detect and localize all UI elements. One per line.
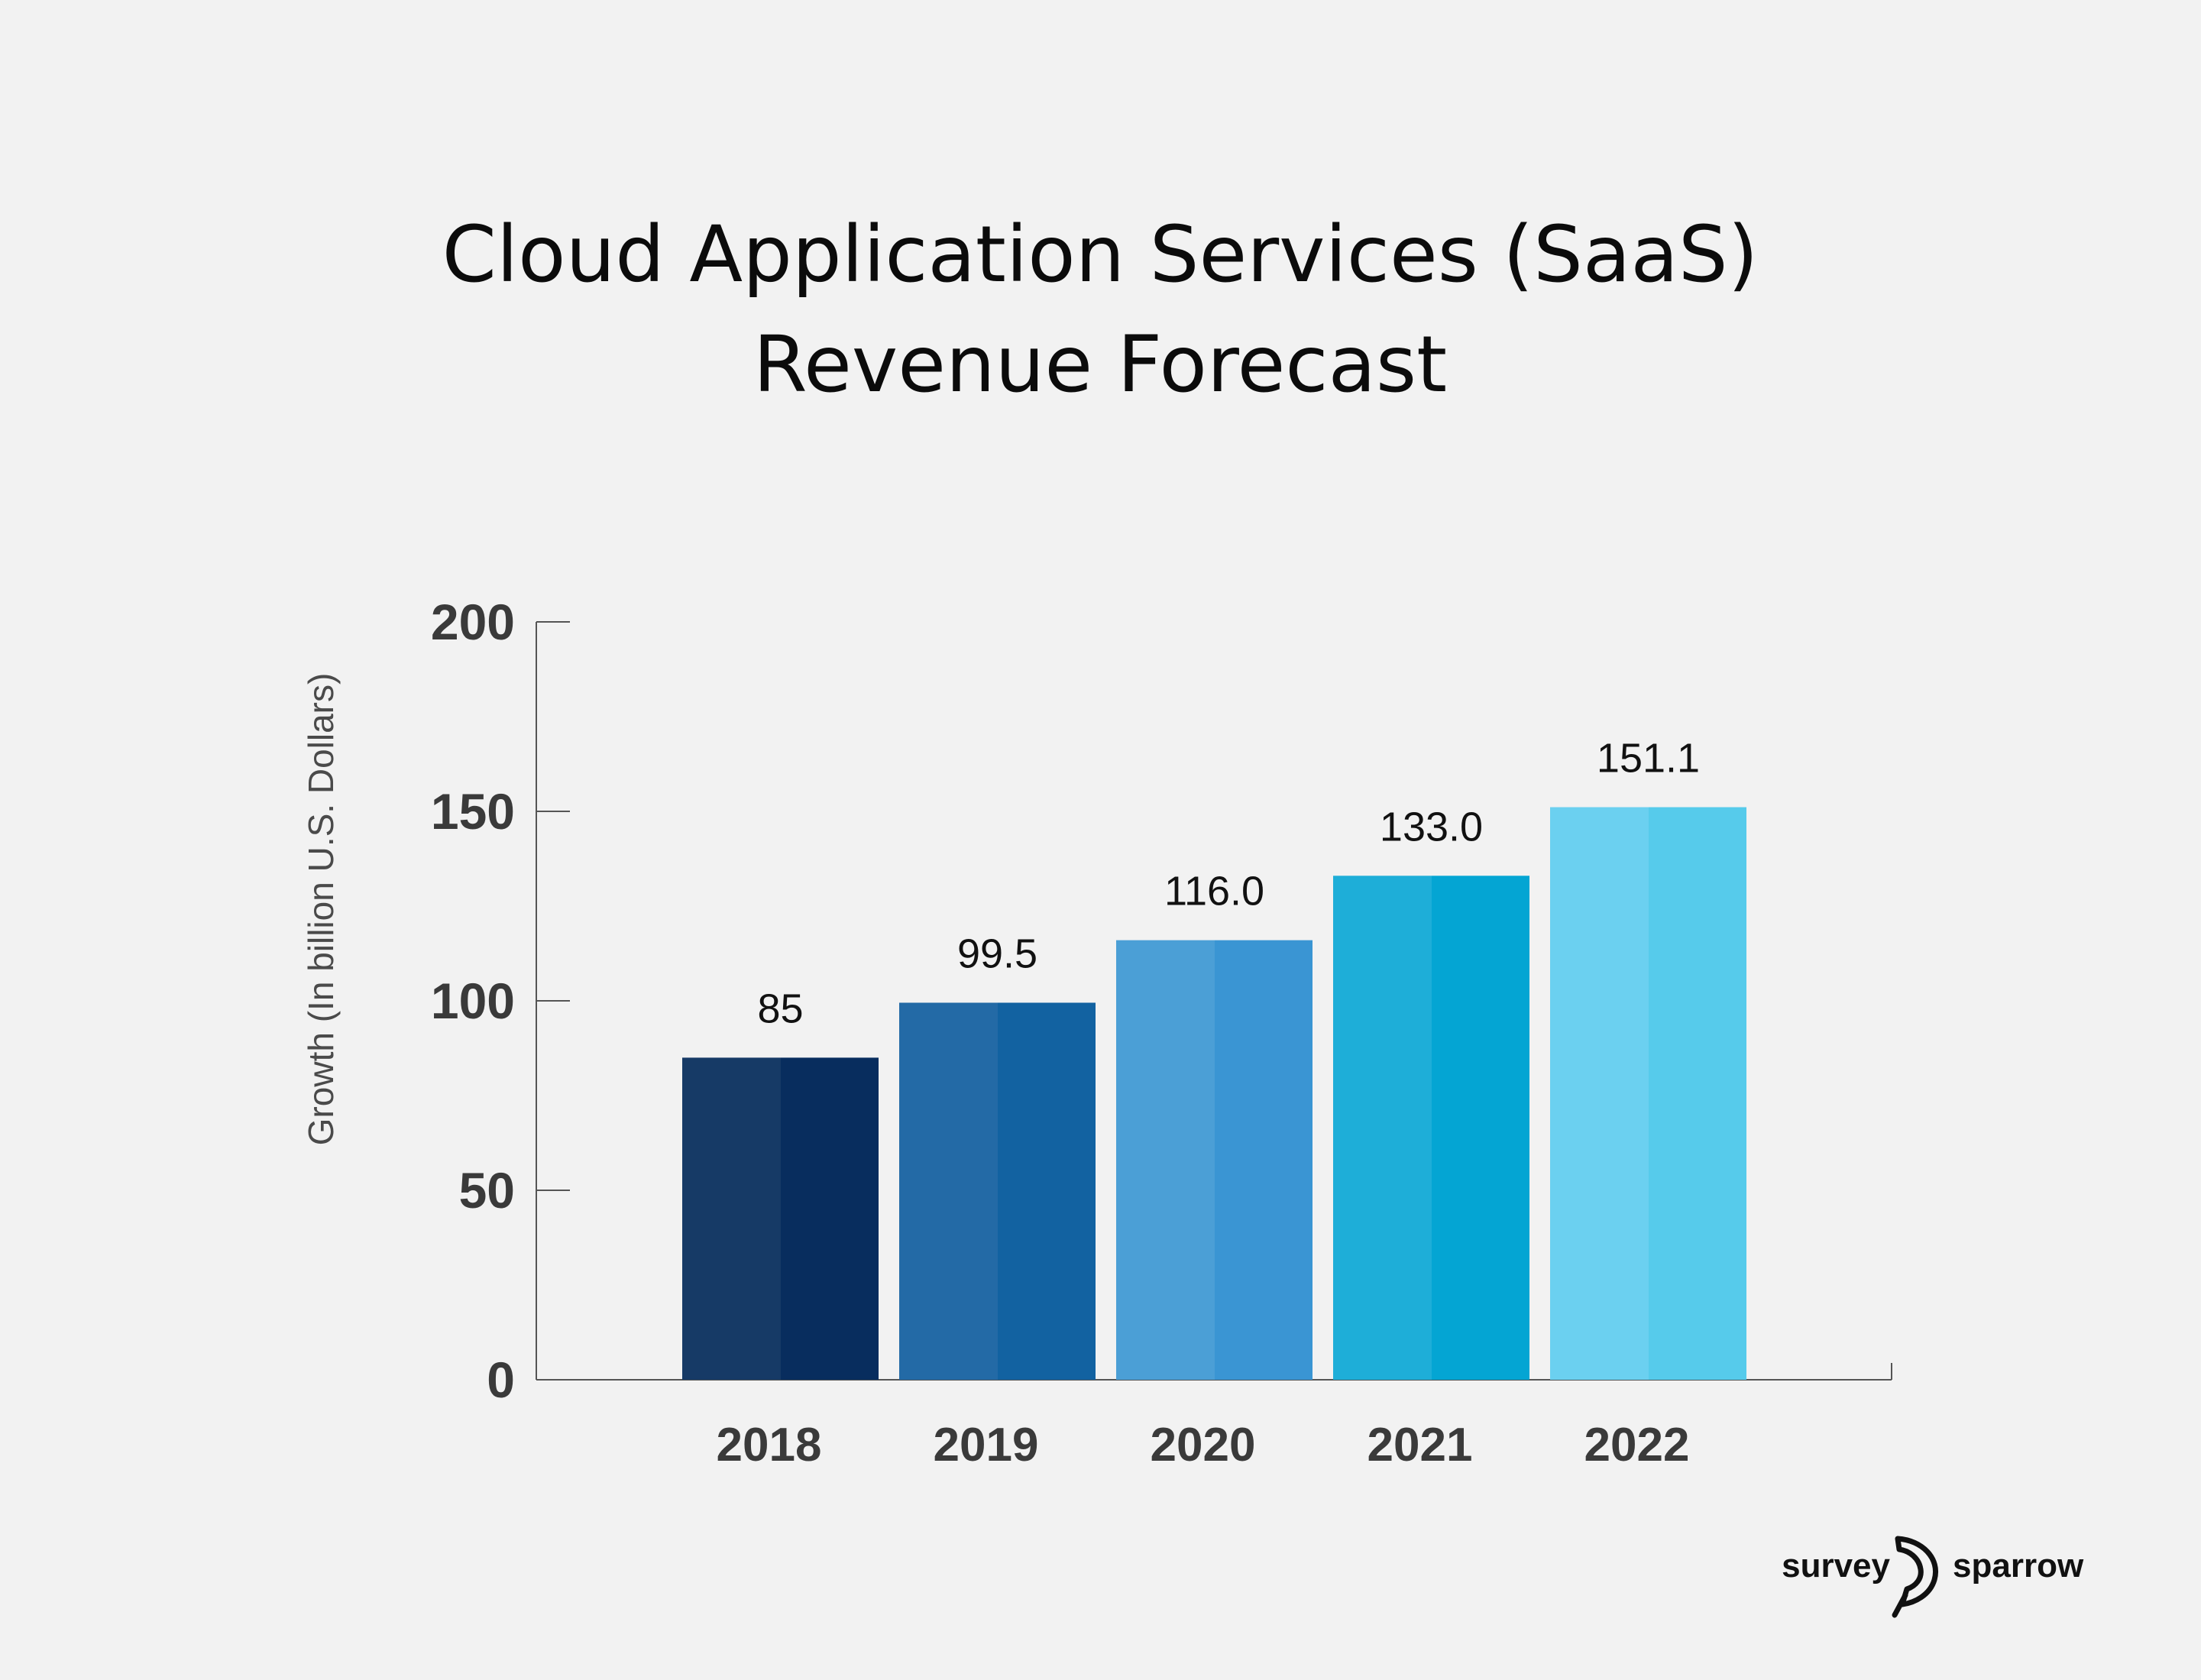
x-tick-label: 2019 — [934, 1419, 1039, 1471]
x-tick-label: 2021 — [1368, 1419, 1473, 1471]
bars — [682, 807, 1746, 1380]
bar — [682, 1057, 879, 1380]
y-tick-label: 150 — [431, 783, 515, 840]
data-labels: 85 99.5 116.0 133.0 151.1 — [757, 736, 1700, 1032]
bar-right-half — [781, 1057, 879, 1380]
data-label: 85 — [757, 986, 803, 1031]
bar-right-half — [1649, 807, 1746, 1380]
bar-left-half — [682, 1057, 781, 1380]
x-tick-label: 2020 — [1151, 1419, 1256, 1471]
brand-logo: survey sparrow — [1782, 1536, 2084, 1618]
bar-right-half — [1215, 940, 1313, 1380]
data-label: 133.0 — [1380, 804, 1483, 850]
brand-survey-text: survey — [1782, 1547, 1890, 1585]
x-tick-label: 2018 — [717, 1419, 822, 1471]
bar-left-half — [1550, 807, 1649, 1380]
bar-left-half — [1116, 940, 1215, 1380]
y-tick-label: 0 — [487, 1351, 515, 1408]
chart-title: Cloud Application Services (SaaS) Revenu… — [442, 209, 1759, 410]
bar — [899, 1002, 1096, 1380]
bar-left-half — [1333, 876, 1432, 1380]
sparrow-logo-icon — [1892, 1536, 1938, 1618]
y-tick-label: 200 — [431, 594, 515, 650]
chart-title-line-2: Revenue Forecast — [753, 319, 1447, 410]
brand-sparrow-text: sparrow — [1953, 1547, 2084, 1585]
data-label: 99.5 — [957, 931, 1037, 976]
bar — [1116, 940, 1313, 1380]
y-tick-label: 50 — [459, 1162, 515, 1219]
bar-left-half — [899, 1002, 998, 1380]
y-axis-label: Growth (In billion U.S. Dollars) — [301, 673, 341, 1146]
x-tick-label: 2022 — [1584, 1419, 1690, 1471]
y-ticks: 0 50 100 150 200 — [431, 594, 570, 1408]
bar-right-half — [998, 1002, 1096, 1380]
data-label: 116.0 — [1164, 869, 1264, 914]
y-tick-label: 100 — [431, 973, 515, 1029]
bar-right-half — [1432, 876, 1529, 1380]
x-ticks: 2018 2019 2020 2021 2022 — [717, 1419, 1690, 1471]
chart-title-line-1: Cloud Application Services (SaaS) — [442, 209, 1759, 300]
bar — [1550, 807, 1746, 1380]
bar — [1333, 876, 1529, 1380]
data-label: 151.1 — [1597, 736, 1700, 782]
